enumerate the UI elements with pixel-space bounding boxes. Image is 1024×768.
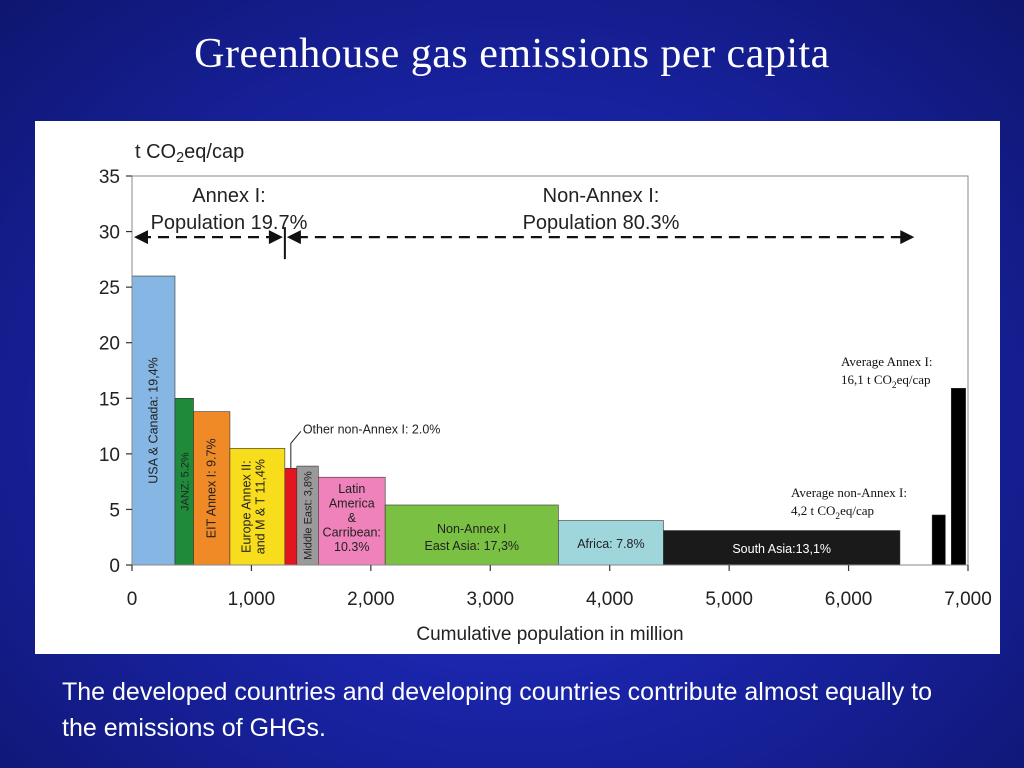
bar-label-5: Middle East: 3,8%	[303, 471, 315, 560]
y-tick-label: 20	[99, 334, 120, 355]
avg-annex-label-line1: Average Annex I:	[841, 354, 932, 369]
bar-label-7: East Asia: 17,3%	[425, 539, 520, 553]
arrowhead-mid-right	[286, 230, 301, 245]
avg-annex-label-line2: 16,1 t CO2eq/cap	[841, 372, 931, 391]
bar-6	[318, 476, 386, 566]
x-tick-label: 0	[127, 589, 138, 610]
x-tick-label: 1,000	[228, 589, 276, 610]
nonannex-label-line2: Population 80.3%	[523, 212, 680, 234]
x-tick-label: 5,000	[705, 589, 753, 610]
bar-7	[384, 504, 559, 566]
bar-label-0: USA & Canada: 19,4%	[146, 357, 160, 483]
y-tick-label: 15	[99, 389, 120, 410]
bar-label-3: and M & T 11,4%	[253, 459, 267, 554]
avg-nonannex-label-line1: Average non-Annex I:	[791, 485, 907, 500]
x-tick-label: 7,000	[944, 589, 992, 610]
bar-9	[663, 530, 901, 566]
y-axis-label: t CO2eq/cap	[135, 141, 244, 166]
other-nonannex-label: Other non-Annex I: 2.0%	[303, 422, 441, 436]
y-tick-label: 30	[99, 223, 120, 244]
y-tick-label: 10	[99, 445, 120, 466]
plot-frame	[131, 175, 969, 566]
bar-label-3: Europe Annex II:	[239, 460, 253, 552]
bar-label-1: JANZ: 5.2%	[179, 452, 191, 511]
bar-label-6: 10.3%	[334, 540, 369, 554]
bar-0	[131, 275, 176, 566]
y-tick-label: 0	[109, 556, 120, 577]
x-tick-label: 3,000	[467, 589, 515, 610]
nonannex-label-line1: Non-Annex I:	[543, 185, 660, 207]
bar-label-6: Latin	[338, 482, 365, 496]
bar-label-8: Africa: 7.8%	[577, 537, 644, 551]
x-tick-label: 4,000	[586, 589, 634, 610]
arrowhead-left	[134, 230, 148, 245]
other-nonannex-leader	[290, 430, 302, 469]
chart-panel: 0 5 10 15 20 25 30 35 0 1,000 2,000 3,000 4,000 5,000…	[35, 121, 1000, 654]
bar-10	[931, 514, 946, 566]
y-tick-label: 35	[99, 167, 120, 188]
x-tick-label: 6,000	[825, 589, 873, 610]
bar-11	[950, 387, 966, 566]
bar-label-6: Carribean:	[323, 526, 381, 540]
y-tick-label: 5	[109, 500, 120, 521]
arrowhead-mid-left	[268, 230, 283, 245]
arrowhead-right	[900, 230, 915, 245]
x-tick-label: 2,000	[347, 589, 395, 610]
bar-8	[558, 520, 664, 566]
annex-label-line2: Population 19.7%	[151, 212, 308, 234]
avg-nonannex-label-line2: 4,2 t CO2eq/cap	[791, 503, 874, 522]
emissions-chart: 0 5 10 15 20 25 30 35 0 1,000 2,000 3,000 4,000 5,000…	[99, 141, 992, 645]
bar-label-7: Non-Annex I	[437, 522, 506, 536]
y-tick-label: 25	[99, 278, 120, 299]
bar-label-9: South Asia:13,1%	[732, 542, 831, 556]
bar-4	[284, 468, 298, 566]
slide-title: Greenhouse gas emissions per capita	[194, 31, 830, 77]
x-axis-label: Cumulative population in million	[416, 624, 683, 645]
bar-3	[229, 447, 286, 566]
annex-label-line1: Annex I:	[192, 185, 265, 207]
bar-label-6: America	[329, 497, 375, 511]
bar-2	[193, 411, 231, 566]
bar-label-2: EIT Annex I: 9.7%	[205, 438, 219, 538]
caption-text: The developed countries and developing c…	[62, 678, 932, 742]
bar-label-6: &	[348, 511, 357, 525]
